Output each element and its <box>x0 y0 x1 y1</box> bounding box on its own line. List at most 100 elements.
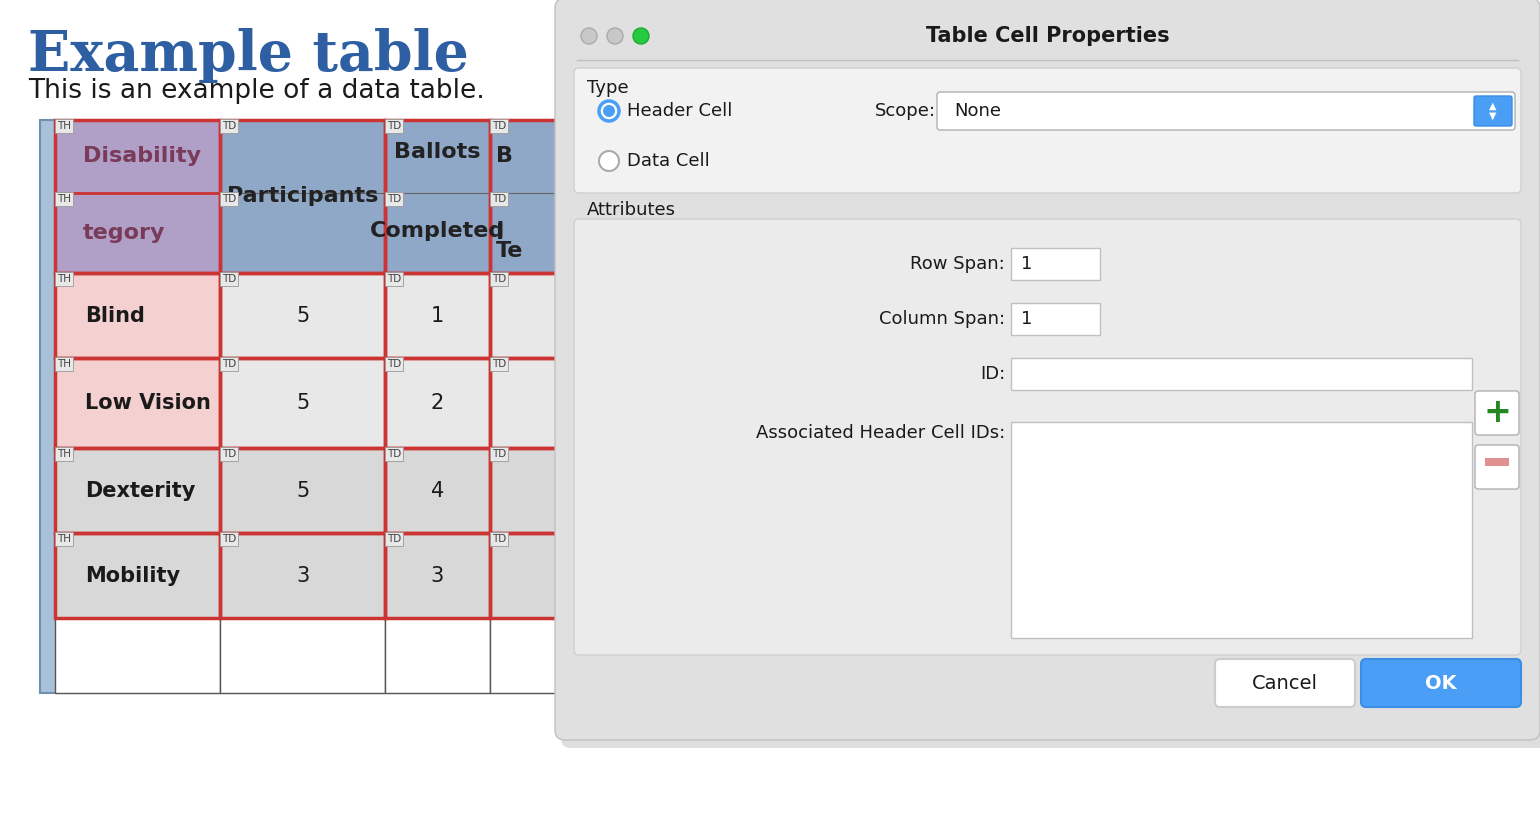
Bar <box>490 448 561 533</box>
Bar <box>55 120 220 273</box>
Text: TH: TH <box>57 534 71 544</box>
Text: TD: TD <box>491 274 507 284</box>
Bar <box>220 448 385 533</box>
Text: Associated Header Cell IDs:: Associated Header Cell IDs: <box>756 424 1006 442</box>
Bar <box>220 533 385 618</box>
Circle shape <box>604 105 614 117</box>
Text: B: B <box>496 147 513 167</box>
Bar <box>385 120 490 273</box>
Bar <box>220 448 385 533</box>
Circle shape <box>607 28 624 44</box>
Bar <box>490 448 561 533</box>
Text: Blind: Blind <box>85 306 145 325</box>
Text: TD: TD <box>222 359 236 369</box>
Text: Example table: Example table <box>28 28 468 83</box>
Text: Column Span:: Column Span: <box>879 310 1006 328</box>
Bar <box>55 448 220 533</box>
Bar <box>55 273 220 358</box>
Bar <box>490 358 561 448</box>
Text: Mobility: Mobility <box>85 566 180 586</box>
FancyBboxPatch shape <box>554 0 1540 740</box>
Text: ▲: ▲ <box>1489 101 1497 111</box>
Text: Header Cell: Header Cell <box>627 102 733 120</box>
Bar <box>220 358 385 448</box>
Text: TD: TD <box>387 449 402 459</box>
Text: TD: TD <box>491 121 507 131</box>
Bar <box>220 358 385 448</box>
Text: TD: TD <box>491 534 507 544</box>
Text: 4: 4 <box>431 480 444 500</box>
Text: TD: TD <box>222 274 236 284</box>
Text: ▼: ▼ <box>1489 111 1497 121</box>
Text: TH: TH <box>57 449 71 459</box>
Text: TD: TD <box>387 121 402 131</box>
Bar <box>220 618 385 693</box>
Bar <box>55 273 220 358</box>
Bar <box>557 0 588 838</box>
Text: 5: 5 <box>296 306 310 325</box>
FancyBboxPatch shape <box>574 68 1522 193</box>
Text: Scope:: Scope: <box>875 102 936 120</box>
Text: Attributes: Attributes <box>587 201 676 219</box>
Bar <box>490 533 561 618</box>
Bar <box>55 448 220 533</box>
Text: 2: 2 <box>431 393 444 413</box>
Text: TD: TD <box>222 449 236 459</box>
Bar <box>55 618 220 693</box>
FancyBboxPatch shape <box>1475 391 1518 435</box>
Text: TD: TD <box>491 359 507 369</box>
Bar <box>385 448 490 533</box>
Bar <box>490 120 561 273</box>
Text: 5: 5 <box>296 480 310 500</box>
Text: TD: TD <box>222 534 236 544</box>
FancyBboxPatch shape <box>1215 659 1355 707</box>
Bar <box>385 273 490 358</box>
Circle shape <box>599 101 619 121</box>
FancyBboxPatch shape <box>1474 96 1512 126</box>
Bar <box>220 273 385 358</box>
FancyBboxPatch shape <box>1010 303 1100 335</box>
Text: +: + <box>1483 396 1511 430</box>
Text: Disability: Disability <box>83 147 202 167</box>
FancyBboxPatch shape <box>1010 248 1100 280</box>
Bar <box>385 618 490 693</box>
Bar <box>55 358 220 448</box>
Text: Type: Type <box>587 79 628 97</box>
Text: Completed: Completed <box>370 221 505 241</box>
Circle shape <box>581 28 598 44</box>
Text: Low Vision: Low Vision <box>85 393 211 413</box>
FancyBboxPatch shape <box>936 92 1515 130</box>
Bar <box>220 273 385 358</box>
Bar <box>385 358 490 448</box>
Text: 3: 3 <box>431 566 444 586</box>
Text: tegory: tegory <box>83 223 165 243</box>
Bar <box>385 120 490 273</box>
Bar <box>55 358 220 448</box>
Text: 1: 1 <box>1021 255 1032 273</box>
FancyBboxPatch shape <box>1010 358 1472 390</box>
Text: TD: TD <box>491 449 507 459</box>
Text: Participants: Participants <box>226 187 379 206</box>
Bar <box>220 533 385 618</box>
Circle shape <box>633 28 648 44</box>
Text: TD: TD <box>387 194 402 204</box>
Bar <box>490 273 561 358</box>
Text: Table Cell Properties: Table Cell Properties <box>926 26 1169 46</box>
Text: TH: TH <box>57 194 71 204</box>
Bar <box>385 273 490 358</box>
Text: ID:: ID: <box>979 365 1006 383</box>
Text: Data Cell: Data Cell <box>627 152 710 170</box>
Text: TH: TH <box>57 274 71 284</box>
Bar <box>385 448 490 533</box>
Bar <box>385 358 490 448</box>
Text: TD: TD <box>491 194 507 204</box>
Bar <box>490 618 561 693</box>
Text: Ballots: Ballots <box>394 142 480 163</box>
Text: Dexterity: Dexterity <box>85 480 196 500</box>
FancyBboxPatch shape <box>1010 422 1472 638</box>
Text: 5: 5 <box>296 393 310 413</box>
Text: None: None <box>953 102 1001 120</box>
Text: 3: 3 <box>296 566 310 586</box>
Text: TD: TD <box>387 534 402 544</box>
Text: Row Span:: Row Span: <box>910 255 1006 273</box>
